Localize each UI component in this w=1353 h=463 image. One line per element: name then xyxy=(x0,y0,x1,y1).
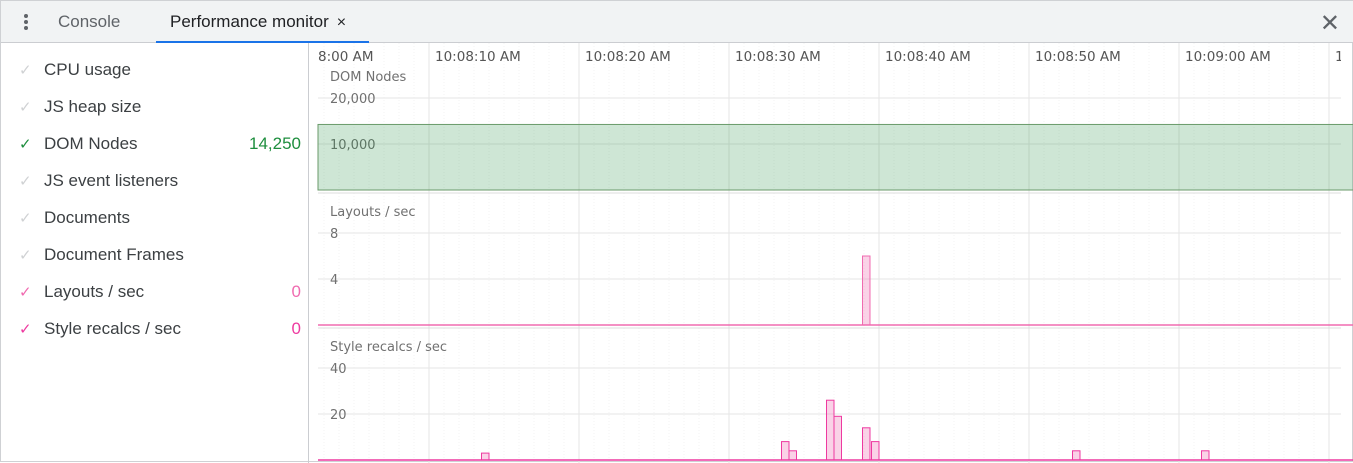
checkmark-icon: ✓ xyxy=(19,247,32,264)
metric-toggle-layouts-sec[interactable]: ✓ Layouts / sec 0 xyxy=(19,277,301,307)
chart-title: DOM Nodes xyxy=(330,70,407,85)
metric-value: 14,250 xyxy=(249,134,301,153)
tab-performance-monitor[interactable]: Performance monitor × xyxy=(156,1,369,43)
metric-value: 0 xyxy=(291,282,301,301)
time-tick-label: 10 xyxy=(1335,49,1352,65)
data-bar xyxy=(481,452,490,461)
y-tick-label: 4 xyxy=(330,273,338,288)
chart-title: Style recalcs / sec xyxy=(330,340,447,355)
data-bar xyxy=(826,399,835,461)
time-tick-label: 10:08:30 AM xyxy=(735,49,821,65)
metric-label: Style recalcs / sec xyxy=(44,319,181,338)
data-bar xyxy=(871,441,880,461)
time-tick-label: 10:08:40 AM xyxy=(885,49,971,65)
metrics-sidebar: ✓ CPU usage ✓ JS heap size ✓ DOM Nodes 14,250 ✓… xyxy=(1,43,309,463)
metric-toggle-style-recalcs-sec[interactable]: ✓ Style recalcs / sec 0 xyxy=(19,314,301,344)
time-tick-label: 8:00 AM xyxy=(318,49,374,65)
close-tab-icon[interactable]: × xyxy=(336,14,347,31)
metric-toggle-dom-nodes[interactable]: ✓ DOM Nodes 14,250 xyxy=(19,129,301,159)
data-bar xyxy=(833,415,842,461)
metric-label: DOM Nodes xyxy=(44,134,138,153)
metric-label: JS heap size xyxy=(44,97,142,116)
metric-toggle-cpu-usage[interactable]: ✓ CPU usage xyxy=(19,55,301,85)
dom-nodes-area xyxy=(317,123,1353,191)
y-tick-label: 20,000 xyxy=(330,92,376,107)
close-drawer-icon[interactable]: ✕ xyxy=(1319,10,1340,37)
data-bar xyxy=(788,450,797,461)
more-tabs-kebab-icon[interactable] xyxy=(21,12,31,32)
chart-title: Layouts / sec xyxy=(330,205,416,220)
data-bar xyxy=(862,427,871,461)
tab-console[interactable]: Console xyxy=(58,12,121,31)
y-tick-label: 40 xyxy=(330,362,347,377)
tab-label: Performance monitor xyxy=(170,12,329,31)
data-bar xyxy=(862,255,871,326)
checkmark-icon: ✓ xyxy=(19,321,32,338)
metric-toggle-documents[interactable]: ✓ Documents xyxy=(19,203,301,233)
drawer-tab-bar: Console Performance monitor × ✕ xyxy=(1,1,1353,43)
y-tick-label: 8 xyxy=(330,227,338,242)
y-tick-label: 10,000 xyxy=(330,138,376,153)
metric-value: 0 xyxy=(291,319,301,338)
checkmark-icon: ✓ xyxy=(19,62,32,79)
metric-toggle-js-event-listeners[interactable]: ✓ JS event listeners xyxy=(19,166,301,196)
data-bar xyxy=(781,441,790,461)
metric-toggle-js-heap-size[interactable]: ✓ JS heap size xyxy=(19,92,301,122)
metric-label: Document Frames xyxy=(44,245,184,264)
metric-label: Documents xyxy=(44,208,130,227)
checkmark-icon: ✓ xyxy=(19,173,32,190)
checkmark-icon: ✓ xyxy=(19,284,32,301)
data-bar xyxy=(1201,450,1210,461)
checkmark-icon: ✓ xyxy=(19,210,32,227)
metric-label: Layouts / sec xyxy=(44,282,145,301)
metric-label: CPU usage xyxy=(44,60,131,79)
time-tick-label: 10:08:20 AM xyxy=(585,49,671,65)
checkmark-icon: ✓ xyxy=(19,99,32,116)
checkmark-icon: ✓ xyxy=(19,136,32,153)
time-tick-label: 10:08:50 AM xyxy=(1035,49,1121,65)
y-tick-label: 20 xyxy=(330,408,347,423)
data-bar xyxy=(1072,450,1081,461)
metric-toggle-document-frames[interactable]: ✓ Document Frames xyxy=(19,240,301,270)
time-tick-label: 10:09:00 AM xyxy=(1185,49,1271,65)
time-tick-label: 10:08:10 AM xyxy=(435,49,521,65)
metric-label: JS event listeners xyxy=(44,171,179,190)
